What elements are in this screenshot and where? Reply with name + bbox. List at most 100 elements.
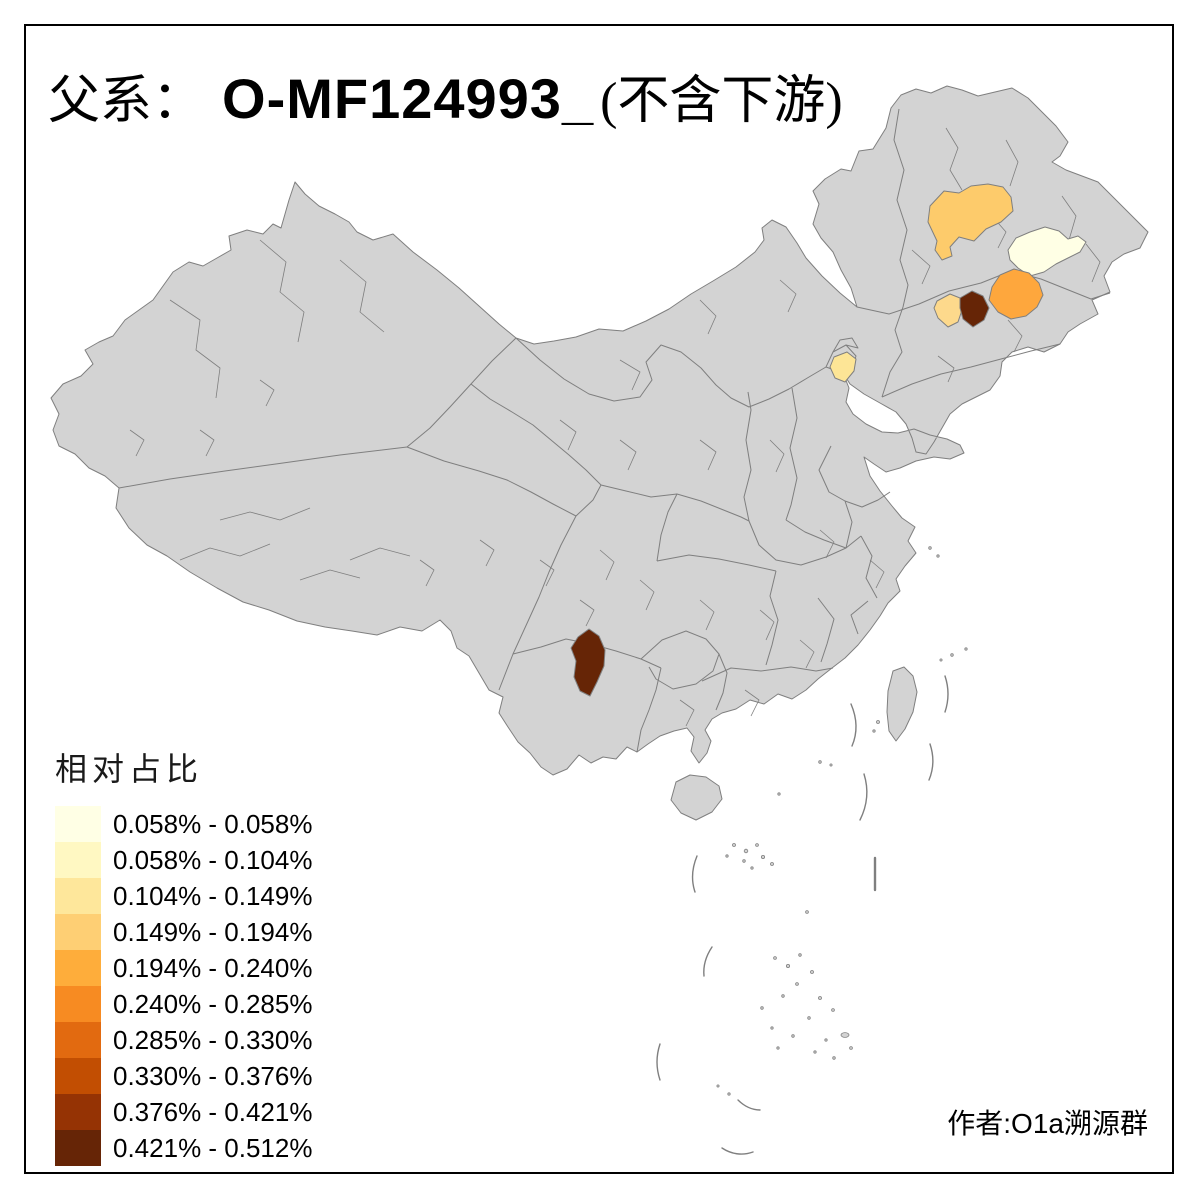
islet [829,763,833,767]
legend-swatch [55,842,101,878]
prefecture-border-line [1007,319,1023,353]
prefecture-borders [129,127,1101,727]
legend-swatch [55,1094,101,1130]
prefecture-border-line [349,547,411,561]
province-border-line [881,343,1061,398]
islet [742,859,746,863]
province-border-line [515,337,841,408]
legend-swatch [55,1130,101,1166]
islet [944,675,949,713]
legend-title: 相对占比 [55,751,204,787]
islet [750,866,754,870]
prefecture-border-line [619,359,641,391]
province-border-line [893,108,909,308]
legend-swatch [55,1058,101,1094]
region-northeast-dark-brown [959,290,990,328]
islet [939,658,943,662]
prefecture-border-line [779,279,797,313]
province-border-line [636,667,662,753]
legend-label: 0.104% - 0.149% [113,880,313,911]
prefecture-border-line [259,239,305,343]
legend-label: 0.330% - 0.376% [113,1060,313,1091]
prefecture-border-line [219,507,311,521]
province-border-line [640,630,720,690]
prefecture-border-line [819,529,835,559]
islet [770,862,774,866]
province-border-line [656,493,678,562]
prefecture-border-line [1061,195,1077,241]
islet [770,1026,774,1030]
legend-row: 0.285% - 0.330% [55,1022,312,1058]
prefecture-border-line [911,249,931,285]
islet [791,1034,795,1038]
prefecture-border-line [869,559,885,589]
legend-row: 0.149% - 0.194% [55,914,312,950]
prefecture-border-line [129,429,145,457]
islet [721,1147,754,1155]
region-southwest-dark-brown [570,628,606,697]
highlighted-regions [570,183,1087,697]
islet [807,1016,811,1020]
prefecture-border-line [639,579,655,611]
legend-row: 0.330% - 0.376% [55,1058,312,1094]
legend-swatch [55,1022,101,1058]
province-border-line [118,446,408,489]
islet [795,982,799,986]
prefecture-border-line [769,439,785,473]
legend-swatch [55,986,101,1022]
title-haplogroup-code: O-MF124993_ [222,67,595,130]
province-border-line [406,446,577,517]
prefecture-border-line [169,299,221,399]
province-border-line [850,600,869,635]
prefecture-border-line [299,569,361,581]
prefecture-border-line [744,689,760,717]
province-border-line [406,337,517,448]
mainland-outline [50,85,1149,776]
province-border-line [600,484,750,522]
islet [761,855,766,860]
prefecture-border-line [539,559,555,587]
islet [755,843,759,847]
islet [850,703,857,747]
region-northeast-orange [988,268,1044,320]
islet [928,743,934,781]
islet [798,953,802,957]
province-border-line [844,491,891,508]
province-borders [118,108,1111,753]
region-bohai-pale-yellow [829,351,857,383]
taiwan-island [886,666,918,742]
islet [928,546,932,550]
islet [872,729,876,733]
map-title: 父系： O-MF124993_ (不含下游) [48,58,843,133]
prefecture-border-line [937,355,955,383]
legend-row: 0.240% - 0.285% [55,986,312,1022]
province-border-line [656,554,777,572]
legend-label: 0.285% - 0.330% [113,1024,313,1055]
legend-label: 0.058% - 0.058% [113,808,313,839]
south-china-sea-islands [656,546,968,1155]
prefecture-border-line [799,639,815,669]
islet [732,843,736,847]
province-border-line [765,570,779,666]
province-border-line [817,597,835,663]
legend-label: 0.058% - 0.104% [113,844,313,875]
legend-label: 0.194% - 0.240% [113,952,313,983]
prefecture-border-line [699,599,715,631]
prefecture-border-line [419,559,435,587]
prefecture-border-line [699,299,717,335]
province-border-line [785,387,798,521]
islet [876,720,880,724]
prefecture-border-line [179,543,271,561]
province-border-line [470,383,602,517]
province-border-line [743,391,752,522]
legend-rows: 0.058% - 0.058% 0.058% - 0.104% 0.104% - 0… [55,806,312,1166]
prefecture-border-line [479,539,495,567]
prefecture-border-line [699,439,717,471]
province-border-line [856,270,1111,315]
legend-label: 0.376% - 0.421% [113,1096,313,1127]
legend-row: 0.058% - 0.104% [55,842,312,878]
title-prefix: 父系： [48,73,205,130]
legend-row: 0.058% - 0.058% [55,806,312,842]
